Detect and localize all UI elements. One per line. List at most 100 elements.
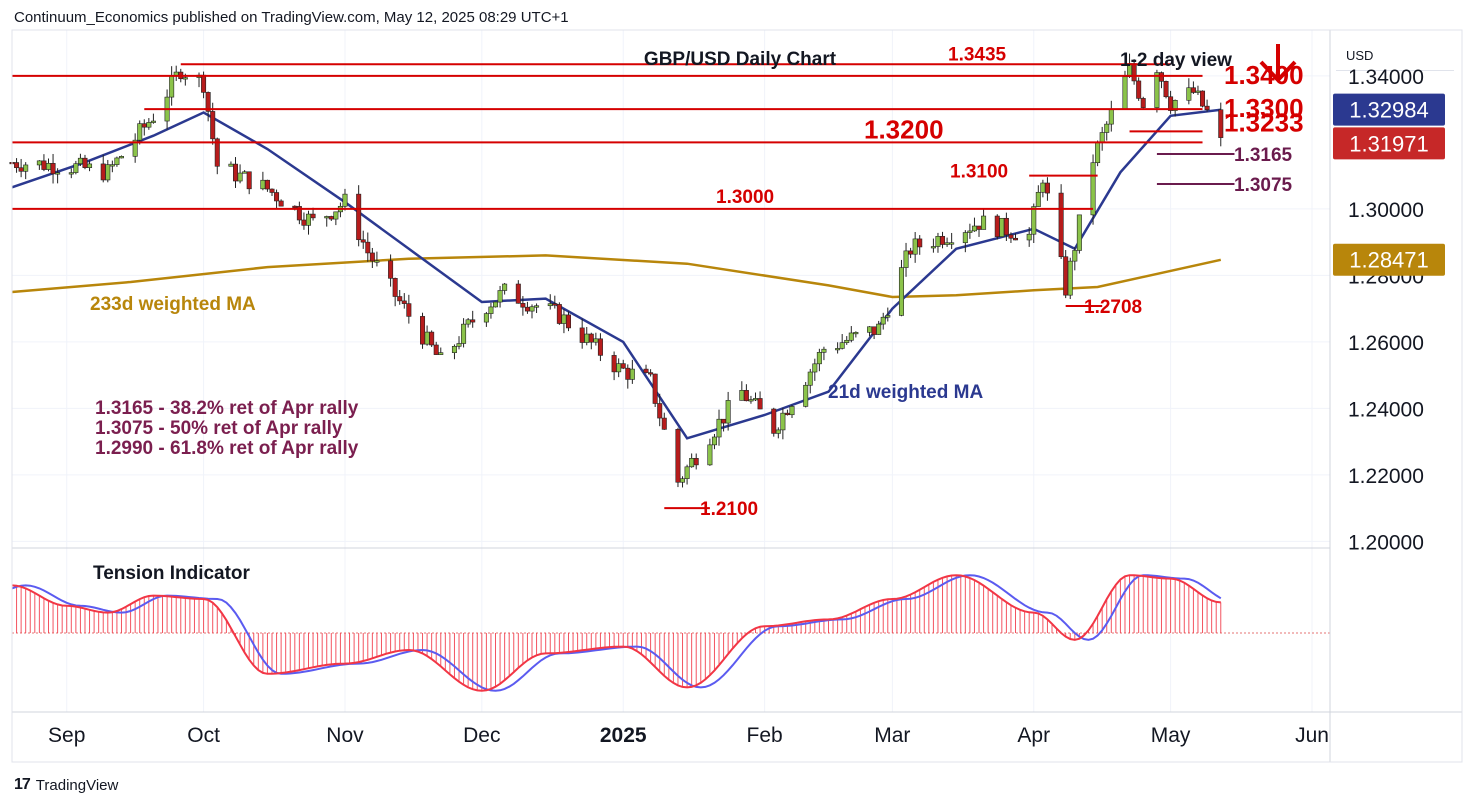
candle-up xyxy=(137,123,143,141)
x-tick-label: Jun xyxy=(1295,724,1329,747)
candle-down xyxy=(648,372,654,375)
candle-up xyxy=(36,160,42,166)
candle-down xyxy=(1200,90,1206,107)
retracement-note: 1.3165 - 38.2% ret of Apr rally xyxy=(95,398,359,419)
candle-down xyxy=(1063,256,1069,296)
candle-up xyxy=(118,156,124,159)
publisher-header: Continuum_Economics published on Trading… xyxy=(14,9,569,26)
candle-up xyxy=(584,333,590,343)
candle-down xyxy=(210,111,216,140)
candle-up xyxy=(182,77,188,80)
tradingview-footer[interactable]: 17 TradingView xyxy=(14,776,118,794)
candle-up xyxy=(451,346,457,353)
candle-up xyxy=(424,331,430,345)
candle-up xyxy=(707,444,713,466)
candle-down xyxy=(278,200,284,207)
candle-up xyxy=(967,230,973,233)
candle-down xyxy=(908,250,914,255)
x-tick-label: May xyxy=(1151,724,1191,747)
candle-up xyxy=(150,120,156,123)
footer-brand: TradingView xyxy=(35,776,119,794)
y-tick-label: 1.26000 xyxy=(1348,332,1424,355)
price-tag xyxy=(1333,93,1445,126)
candle-down xyxy=(675,429,681,483)
candle-up xyxy=(534,305,540,308)
candle-up xyxy=(87,163,93,168)
candle-up xyxy=(305,213,311,226)
candle-up xyxy=(483,313,489,323)
candle-up xyxy=(999,217,1005,237)
candle-up xyxy=(1099,132,1105,143)
candle-down xyxy=(1140,98,1146,108)
x-tick-label: Apr xyxy=(1017,724,1050,747)
level-label: 1.3300 xyxy=(1224,93,1304,123)
candle-up xyxy=(146,122,152,128)
candle-down xyxy=(1136,80,1142,99)
candle-down xyxy=(18,167,24,172)
y-tick-label: 1.24000 xyxy=(1348,398,1424,421)
chart-title: GBP/USD Daily Chart xyxy=(644,49,837,70)
level-label: 1.3233 xyxy=(1224,107,1304,137)
candle-down xyxy=(1190,87,1196,93)
candle-up xyxy=(816,352,822,365)
candle-down xyxy=(429,331,435,346)
candle-up xyxy=(488,306,494,314)
candle-up xyxy=(68,172,74,175)
candle-down xyxy=(406,303,412,317)
level-label: 1.3000 xyxy=(716,187,774,208)
candle-up xyxy=(803,384,809,407)
candle-up xyxy=(493,301,499,308)
candle-down xyxy=(360,239,366,243)
y-tick-label: 1.34000 xyxy=(1348,66,1424,89)
candle-down xyxy=(301,219,307,226)
price-tag-label: 1.31971 xyxy=(1349,131,1429,156)
price-tag-label: 1.32984 xyxy=(1349,98,1429,123)
candle-up xyxy=(912,238,918,255)
candle-down xyxy=(201,74,207,93)
level-label: 1.2100 xyxy=(700,499,758,520)
ma233-line xyxy=(11,254,1222,299)
candle-up xyxy=(237,172,243,182)
candle-up xyxy=(1095,142,1101,164)
candle-down xyxy=(520,303,526,308)
candle-down xyxy=(356,193,362,241)
candle-up xyxy=(898,267,904,316)
x-tick-label: Sep xyxy=(48,724,85,747)
candle-up xyxy=(374,260,380,263)
candle-up xyxy=(971,225,977,232)
candle-up xyxy=(807,371,813,386)
candle-down xyxy=(1204,105,1210,111)
candle-down xyxy=(625,367,631,380)
candle-down xyxy=(515,283,521,304)
candle-down xyxy=(771,408,777,434)
candle-up xyxy=(1072,250,1078,262)
candle-up xyxy=(684,466,690,479)
candle-up xyxy=(711,436,717,446)
candle-up xyxy=(438,352,444,355)
down-arrow-icon xyxy=(1259,44,1297,83)
candle-up xyxy=(109,164,115,167)
candle-down xyxy=(41,160,47,170)
candle-up xyxy=(465,319,471,325)
candle-down xyxy=(141,123,147,128)
candle-up xyxy=(689,458,695,468)
level-label: 1.3200 xyxy=(864,114,944,144)
candle-up xyxy=(45,163,51,170)
candle-up xyxy=(930,246,936,249)
candle-down xyxy=(565,314,571,329)
candle-down xyxy=(392,278,398,297)
candle-up xyxy=(867,326,873,333)
candle-up xyxy=(716,418,722,438)
candle-up xyxy=(73,163,79,173)
candle-down xyxy=(310,213,316,219)
x-tick-label: Feb xyxy=(747,724,783,747)
candle-up xyxy=(342,193,348,207)
candle-down xyxy=(579,327,585,343)
y-tick-label: 1.20000 xyxy=(1348,531,1424,554)
candle-up xyxy=(903,250,909,268)
chart-frame xyxy=(11,29,1463,763)
candle-down xyxy=(693,458,699,466)
candle-up xyxy=(780,412,786,431)
candle-down xyxy=(1008,234,1014,239)
